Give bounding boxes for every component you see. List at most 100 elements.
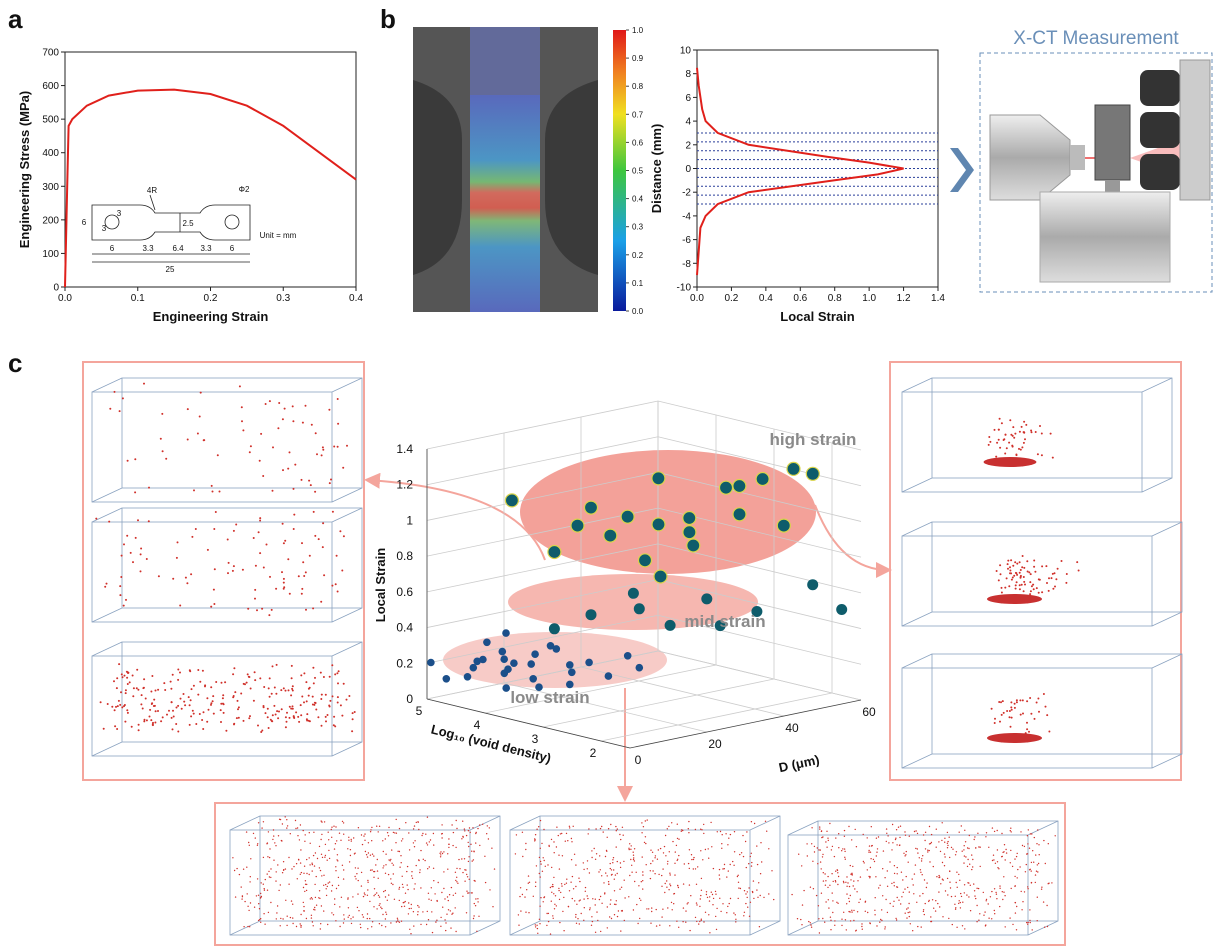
y-tick-label: 700	[42, 48, 59, 59]
void	[1011, 831, 1012, 832]
void	[312, 898, 313, 899]
void	[253, 700, 255, 702]
point	[527, 660, 535, 668]
void	[967, 847, 968, 848]
void	[856, 891, 857, 892]
colorbar-tick-label: 0.6	[632, 138, 644, 147]
void	[968, 896, 969, 897]
void	[1021, 426, 1023, 428]
void	[848, 826, 849, 827]
void	[654, 857, 655, 858]
void	[685, 922, 686, 923]
void	[477, 901, 478, 902]
void	[391, 863, 392, 864]
void	[607, 927, 608, 928]
void	[372, 854, 373, 855]
y-tick-label: -8	[682, 259, 691, 270]
void	[999, 888, 1000, 889]
colorbar-tick-label: 0.2	[632, 251, 644, 260]
void	[1038, 578, 1040, 580]
void	[917, 852, 918, 853]
void	[682, 830, 683, 831]
point	[634, 603, 645, 614]
void	[720, 831, 721, 832]
void	[1019, 866, 1020, 867]
void	[712, 894, 713, 895]
void	[1022, 845, 1023, 846]
void	[381, 925, 382, 926]
void	[985, 925, 986, 926]
void	[477, 828, 478, 829]
void	[992, 827, 993, 828]
void	[269, 677, 271, 679]
void	[617, 916, 618, 917]
void	[195, 723, 197, 725]
void	[735, 914, 736, 915]
void	[250, 688, 252, 690]
void	[628, 896, 629, 897]
void	[1024, 891, 1025, 892]
void	[900, 826, 901, 827]
void	[473, 918, 474, 919]
void	[208, 709, 210, 711]
void	[874, 914, 875, 915]
void	[300, 925, 301, 926]
void	[321, 834, 322, 835]
void	[448, 909, 449, 910]
void	[917, 848, 918, 849]
void	[280, 884, 281, 885]
void	[730, 898, 731, 899]
void	[464, 858, 465, 859]
void	[998, 579, 1000, 581]
point	[571, 519, 584, 532]
void	[357, 868, 358, 869]
void	[408, 832, 409, 833]
void	[1032, 850, 1033, 851]
void	[974, 839, 975, 840]
void	[379, 923, 380, 924]
void	[823, 880, 824, 881]
void	[960, 907, 961, 908]
void	[759, 926, 760, 927]
void	[1014, 561, 1016, 563]
void	[939, 906, 940, 907]
void	[424, 860, 425, 861]
void	[1023, 431, 1025, 433]
void	[526, 889, 527, 890]
void	[329, 676, 331, 678]
void	[358, 827, 359, 828]
void	[1076, 561, 1078, 563]
void	[197, 433, 199, 435]
void	[751, 865, 752, 866]
void	[438, 882, 439, 883]
void	[269, 576, 271, 578]
void	[591, 925, 592, 926]
void	[633, 852, 634, 853]
void	[361, 872, 362, 873]
void	[988, 436, 990, 438]
point	[665, 620, 676, 631]
y-axis-label: Distance (mm)	[649, 124, 664, 214]
void	[960, 893, 961, 894]
void	[661, 886, 662, 887]
void	[183, 701, 185, 703]
void	[292, 405, 294, 407]
void	[1010, 828, 1011, 829]
void	[402, 887, 403, 888]
void	[1029, 920, 1030, 921]
void	[522, 894, 523, 895]
void	[1015, 588, 1017, 590]
void	[541, 843, 542, 844]
void	[988, 903, 989, 904]
void	[358, 910, 359, 911]
point	[505, 494, 518, 507]
void	[388, 827, 389, 828]
void	[940, 851, 941, 852]
void	[485, 882, 486, 883]
void	[841, 919, 842, 920]
void	[1054, 572, 1056, 574]
void	[539, 906, 540, 907]
void	[642, 888, 643, 889]
void	[909, 916, 910, 917]
void	[849, 911, 850, 912]
